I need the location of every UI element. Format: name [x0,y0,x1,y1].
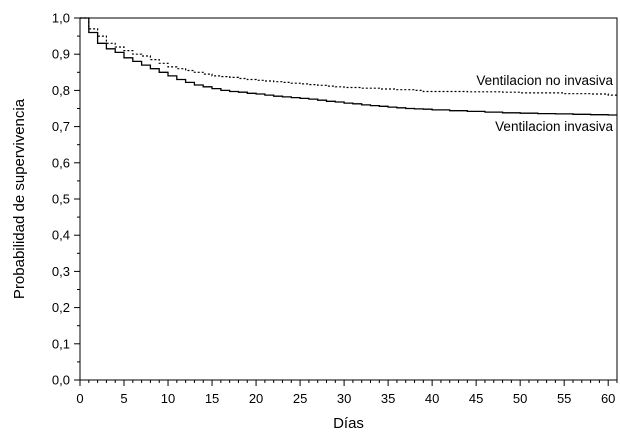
series-label-ventilacion-invasiva: Ventilacion invasiva [495,119,613,134]
y-tick-label: 0,8 [52,83,70,98]
y-tick-label: 0,0 [52,373,70,388]
x-tick-label: 15 [205,391,219,406]
x-tick-label: 20 [249,391,263,406]
series-line-ventilacion-invasiva [80,17,617,116]
y-tick-label: 0,2 [52,300,70,315]
x-tick-label: 55 [557,391,571,406]
x-tick-label: 35 [381,391,395,406]
y-tick-label: 0,6 [52,155,70,170]
y-tick-label: 0,3 [52,264,70,279]
x-axis-title: Días [333,415,364,432]
x-tick-label: 5 [120,391,127,406]
y-axis-title: Probabilidad de supervivencia [11,98,28,299]
x-tick-label: 25 [293,391,307,406]
series-line-ventilacion-no-invasiva [80,17,617,96]
x-tick-label: 40 [425,391,439,406]
y-tick-label: 0,5 [52,192,70,207]
y-tick-label: 0,7 [52,119,70,134]
x-tick-label: 0 [76,391,83,406]
x-tick-label: 30 [337,391,351,406]
x-tick-label: 50 [513,391,527,406]
x-tick-label: 60 [601,391,615,406]
series-label-ventilacion-no-invasiva: Ventilacion no invasiva [476,73,613,88]
y-tick-label: 0,4 [52,228,70,243]
y-tick-label: 0,1 [52,336,70,351]
y-tick-label: 0,9 [52,47,70,62]
series-lines [80,17,617,116]
ticks: 0 5 10 15 20 25 30 35 40 45 50 55 60 0,0 0,1 0,2 0,3 0,4 0… [52,11,618,406]
x-tick-label: 10 [161,391,175,406]
y-tick-label: 1,0 [52,11,70,26]
x-tick-label: 45 [469,391,483,406]
